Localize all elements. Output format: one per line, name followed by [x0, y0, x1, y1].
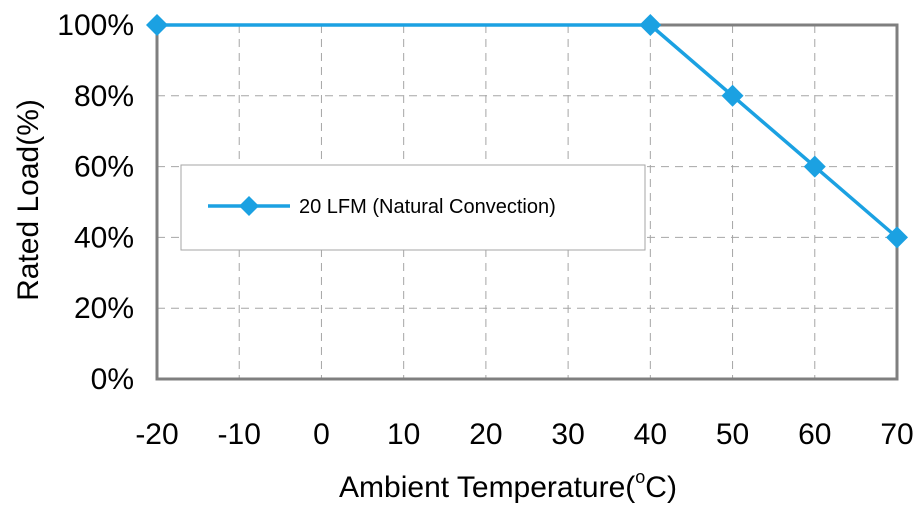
series-line — [146, 14, 908, 249]
legend: 20 LFM (Natural Convection) — [180, 164, 646, 251]
x-tick-label: 20 — [469, 418, 502, 451]
x-tick-label: 60 — [798, 418, 831, 451]
data-point-marker — [803, 155, 826, 178]
x-tick-label: 70 — [880, 418, 913, 451]
y-axis-title: Rated Load(%) — [12, 99, 45, 301]
y-tick-label: 20% — [74, 292, 134, 325]
x-tick-label: 40 — [634, 418, 667, 451]
legend-label: 20 LFM (Natural Convection) — [299, 196, 556, 218]
x-tick-label: -20 — [135, 418, 178, 451]
x-tick-label: -10 — [218, 418, 261, 451]
x-tick-label: 50 — [716, 418, 749, 451]
y-tick-label: 100% — [57, 9, 134, 42]
x-axis-title-unit: C) — [645, 471, 677, 504]
y-tick-label: 40% — [74, 221, 134, 254]
y-tick-label: 60% — [74, 151, 134, 184]
y-tick-label: 0% — [91, 363, 134, 396]
x-axis-ticks: -20 -10 0 10 20 30 40 50 60 70 — [135, 418, 913, 451]
data-point-marker — [146, 14, 168, 36]
data-point-marker — [886, 226, 908, 249]
x-axis-title-degree: o — [635, 467, 645, 487]
legend-marker — [239, 196, 259, 216]
y-axis-ticks: 0% 20% 40% 60% 80% 100% — [57, 9, 134, 396]
data-point-marker — [721, 84, 744, 107]
x-axis-title: Ambient Temperature(oC) — [339, 467, 677, 504]
x-tick-label: 0 — [313, 418, 330, 451]
x-axis-title-main: Ambient Temperature( — [339, 471, 635, 504]
data-point-marker — [639, 14, 662, 36]
x-tick-label: 10 — [387, 418, 420, 451]
x-tick-label: 30 — [551, 418, 584, 451]
y-tick-label: 80% — [74, 80, 134, 113]
